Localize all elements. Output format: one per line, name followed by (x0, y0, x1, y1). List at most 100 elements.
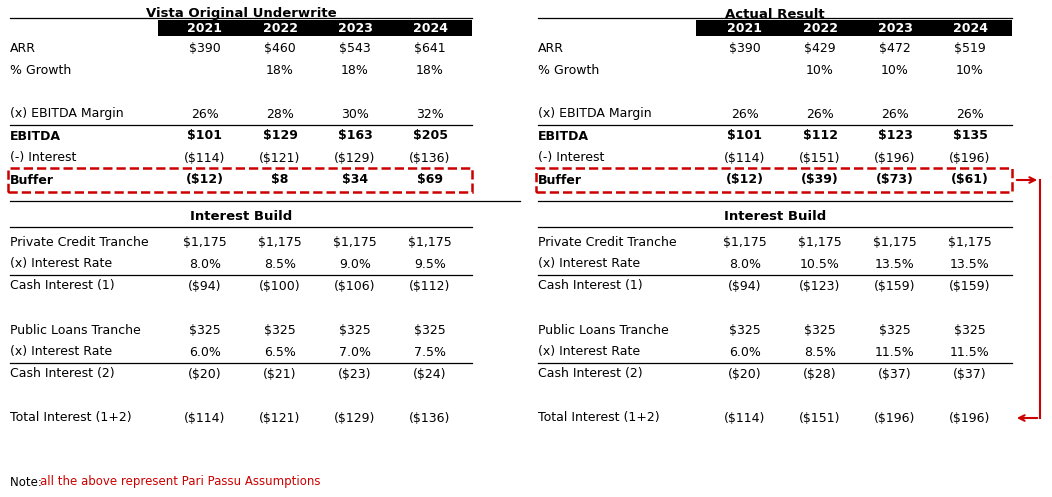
Text: 2022: 2022 (803, 21, 837, 34)
Text: (-) Interest: (-) Interest (538, 152, 605, 165)
Text: ($136): ($136) (409, 152, 450, 165)
Text: $1,175: $1,175 (723, 236, 767, 248)
Text: Buffer: Buffer (538, 173, 582, 186)
Text: 2021: 2021 (187, 21, 223, 34)
Text: 6.0%: 6.0% (729, 345, 761, 358)
Text: 10%: 10% (806, 64, 834, 77)
Text: 2024: 2024 (952, 21, 988, 34)
Text: 6.0%: 6.0% (189, 345, 221, 358)
Text: 10%: 10% (956, 64, 984, 77)
Text: 9.5%: 9.5% (414, 257, 446, 270)
Text: all the above represent Pari Passu Assumptions: all the above represent Pari Passu Assum… (40, 476, 321, 489)
Text: 9.0%: 9.0% (339, 257, 371, 270)
Text: ($23): ($23) (339, 367, 371, 381)
Text: (x) EBITDA Margin: (x) EBITDA Margin (11, 107, 124, 120)
Text: 2022: 2022 (263, 21, 298, 34)
Text: 32%: 32% (417, 107, 444, 120)
Text: $325: $325 (954, 324, 986, 336)
Text: EBITDA: EBITDA (538, 130, 589, 143)
Text: ($151): ($151) (800, 152, 841, 165)
Text: $1,175: $1,175 (873, 236, 917, 248)
Text: (-) Interest: (-) Interest (11, 152, 77, 165)
Text: ($37): ($37) (953, 367, 987, 381)
Text: $112: $112 (803, 130, 837, 143)
Text: 26%: 26% (806, 107, 834, 120)
Text: ($114): ($114) (725, 412, 766, 424)
Text: ($100): ($100) (259, 279, 301, 293)
Text: % Growth: % Growth (11, 64, 72, 77)
Text: 7.0%: 7.0% (339, 345, 371, 358)
Text: 2021: 2021 (728, 21, 763, 34)
Text: $325: $325 (339, 324, 371, 336)
Text: ($12): ($12) (186, 173, 224, 186)
Text: Cash Interest (1): Cash Interest (1) (538, 279, 643, 293)
Text: ($20): ($20) (188, 367, 222, 381)
Text: $101: $101 (728, 130, 763, 143)
Text: $325: $325 (414, 324, 446, 336)
Text: $129: $129 (263, 130, 298, 143)
Text: 2024: 2024 (412, 21, 447, 34)
Text: $1,175: $1,175 (333, 236, 377, 248)
Text: Total Interest (1+2): Total Interest (1+2) (11, 412, 132, 424)
Text: $135: $135 (952, 130, 988, 143)
Text: ($114): ($114) (184, 412, 226, 424)
Text: ($123): ($123) (800, 279, 841, 293)
Text: 26%: 26% (191, 107, 219, 120)
Text: $325: $325 (264, 324, 296, 336)
Text: ($21): ($21) (263, 367, 297, 381)
Text: ($129): ($129) (335, 412, 376, 424)
Text: $460: $460 (264, 42, 296, 55)
Text: $8: $8 (271, 173, 288, 186)
Text: Interest Build: Interest Build (189, 211, 292, 224)
Text: ($106): ($106) (335, 279, 376, 293)
Text: $1,175: $1,175 (183, 236, 227, 248)
Text: 18%: 18% (266, 64, 294, 77)
Text: ($196): ($196) (874, 152, 915, 165)
Text: $325: $325 (729, 324, 761, 336)
Text: ($112): ($112) (409, 279, 450, 293)
Text: ($20): ($20) (728, 367, 762, 381)
Text: ($94): ($94) (188, 279, 222, 293)
Bar (696, 20, 1012, 36)
Text: 2023: 2023 (338, 21, 372, 34)
Text: ARR: ARR (11, 42, 36, 55)
Text: ($114): ($114) (184, 152, 226, 165)
Text: $101: $101 (187, 130, 223, 143)
Text: $123: $123 (877, 130, 912, 143)
Text: ($39): ($39) (802, 173, 838, 186)
Text: 8.5%: 8.5% (264, 257, 296, 270)
Text: Cash Interest (2): Cash Interest (2) (11, 367, 115, 381)
Text: $1,175: $1,175 (408, 236, 452, 248)
Text: Note:: Note: (11, 476, 45, 489)
Text: ($28): ($28) (803, 367, 836, 381)
Text: ARR: ARR (538, 42, 564, 55)
Text: % Growth: % Growth (538, 64, 600, 77)
Text: 13.5%: 13.5% (875, 257, 915, 270)
Text: 11.5%: 11.5% (950, 345, 990, 358)
Text: (x) Interest Rate: (x) Interest Rate (11, 257, 113, 270)
Text: (x) Interest Rate: (x) Interest Rate (538, 345, 640, 358)
Text: Interest Build: Interest Build (724, 211, 826, 224)
Text: EBITDA: EBITDA (11, 130, 61, 143)
Text: Cash Interest (1): Cash Interest (1) (11, 279, 115, 293)
Text: ($37): ($37) (878, 367, 912, 381)
Text: ($129): ($129) (335, 152, 376, 165)
Text: (x) Interest Rate: (x) Interest Rate (538, 257, 640, 270)
Text: $472: $472 (879, 42, 911, 55)
Text: Public Loans Tranche: Public Loans Tranche (538, 324, 669, 336)
Text: Vista Original Underwrite: Vista Original Underwrite (145, 7, 337, 20)
Text: Buffer: Buffer (11, 173, 54, 186)
Text: $390: $390 (189, 42, 221, 55)
Text: $205: $205 (412, 130, 447, 143)
Text: 10%: 10% (882, 64, 909, 77)
Text: $543: $543 (339, 42, 371, 55)
Text: 7.5%: 7.5% (414, 345, 446, 358)
Text: 18%: 18% (416, 64, 444, 77)
Text: Cash Interest (2): Cash Interest (2) (538, 367, 643, 381)
Text: 8.5%: 8.5% (804, 345, 836, 358)
Text: $641: $641 (414, 42, 446, 55)
Text: 13.5%: 13.5% (950, 257, 990, 270)
Text: 28%: 28% (266, 107, 294, 120)
Text: ($159): ($159) (874, 279, 915, 293)
Text: (x) Interest Rate: (x) Interest Rate (11, 345, 113, 358)
